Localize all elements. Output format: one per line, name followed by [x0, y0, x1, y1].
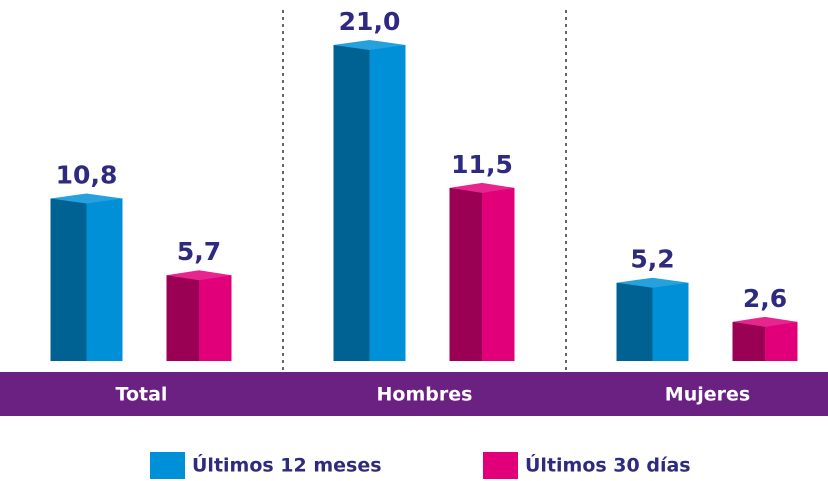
bar-right-face: [369, 44, 406, 361]
bar: [166, 270, 232, 361]
bar-right-face: [652, 282, 689, 361]
legend-swatch: [483, 452, 518, 479]
value-label: 10,8: [56, 160, 118, 189]
x-tick-label: Mujeres: [665, 384, 750, 406]
bar-left-face: [166, 275, 199, 361]
bar-left-face: [50, 198, 87, 361]
bar-top: [732, 316, 798, 327]
bar: [616, 277, 689, 361]
bar-top: [449, 182, 515, 193]
bar: [333, 39, 406, 361]
bar: [50, 193, 123, 361]
bar: [732, 316, 798, 361]
bar: [449, 182, 515, 361]
legend-label: Últimos 30 días: [525, 453, 691, 477]
value-label: 11,5: [451, 150, 513, 179]
value-label: 2,6: [743, 284, 787, 313]
bar-left-face: [616, 282, 653, 361]
bar-right-face: [86, 198, 123, 361]
bar-right-face: [765, 321, 798, 361]
bar-top: [616, 277, 689, 288]
bar-top: [333, 39, 406, 50]
bar-top: [50, 193, 123, 204]
bar-right-face: [199, 275, 232, 361]
category-band: [0, 372, 828, 416]
x-tick-label: Hombres: [377, 384, 473, 406]
bar-left-face: [333, 44, 370, 361]
bar-right-face: [482, 187, 515, 361]
legend-label: Últimos 12 meses: [192, 453, 382, 477]
bar-left-face: [732, 321, 765, 361]
value-label: 5,7: [177, 237, 221, 266]
value-label: 21,0: [339, 7, 401, 36]
bar-top: [166, 270, 232, 281]
x-tick-label: Total: [116, 384, 168, 406]
value-label: 5,2: [630, 245, 674, 274]
bar-left-face: [449, 187, 482, 361]
legend-swatch: [150, 452, 185, 479]
